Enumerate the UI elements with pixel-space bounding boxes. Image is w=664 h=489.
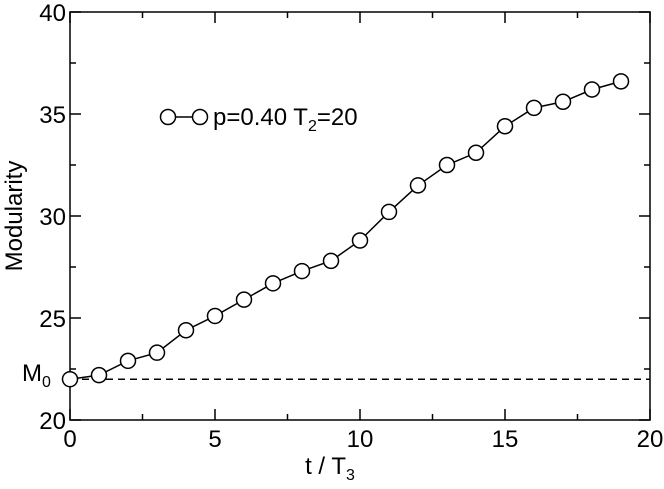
- x-tick-label: 20: [637, 426, 664, 453]
- y-tick-label: 35: [39, 102, 66, 129]
- data-point: [380, 203, 398, 221]
- data-point: [322, 252, 340, 270]
- data-point: [264, 275, 282, 292]
- legend-label-sub: 2: [308, 118, 317, 135]
- data-point: [235, 291, 253, 308]
- reference-label-sub: 0: [42, 374, 51, 391]
- data-point: [583, 81, 601, 98]
- y-tick-label: 25: [39, 306, 66, 333]
- y-tick-label: 30: [39, 204, 66, 231]
- legend-label-tail: =20: [317, 104, 358, 131]
- data-point: [61, 370, 79, 388]
- series-markers: [61, 73, 630, 388]
- data-point: [351, 232, 369, 249]
- data-point: [90, 366, 108, 384]
- data-point: [148, 344, 166, 361]
- x-tick-label: 15: [492, 426, 519, 453]
- legend-marker-right: [191, 108, 209, 126]
- legend-marker-left: [159, 108, 177, 126]
- legend-label: p=0.40 T2=20: [213, 104, 358, 135]
- reference-label-m0: M0: [22, 360, 51, 391]
- data-point: [177, 321, 195, 339]
- legend: p=0.40 T2=20: [159, 104, 358, 135]
- data-point: [467, 144, 485, 162]
- y-tick-label: 20: [39, 408, 66, 435]
- x-tick-label: 5: [208, 426, 221, 453]
- data-point: [496, 117, 514, 135]
- data-point: [612, 73, 630, 90]
- x-axis-label-sub: 3: [346, 467, 355, 484]
- axis-ticks: [69, 11, 651, 421]
- x-tick-label: 0: [63, 426, 76, 453]
- data-point: [409, 177, 427, 194]
- data-point: [554, 93, 572, 111]
- y-axis-label: Modularity: [1, 161, 28, 272]
- data-point: [293, 262, 311, 280]
- y-tick-label: 40: [39, 0, 66, 27]
- data-point: [438, 156, 456, 174]
- data-point: [525, 99, 543, 117]
- x-axis-label: t / T3: [305, 453, 355, 484]
- data-point: [206, 307, 224, 325]
- data-point: [119, 352, 137, 370]
- x-tick-label: 10: [347, 426, 374, 453]
